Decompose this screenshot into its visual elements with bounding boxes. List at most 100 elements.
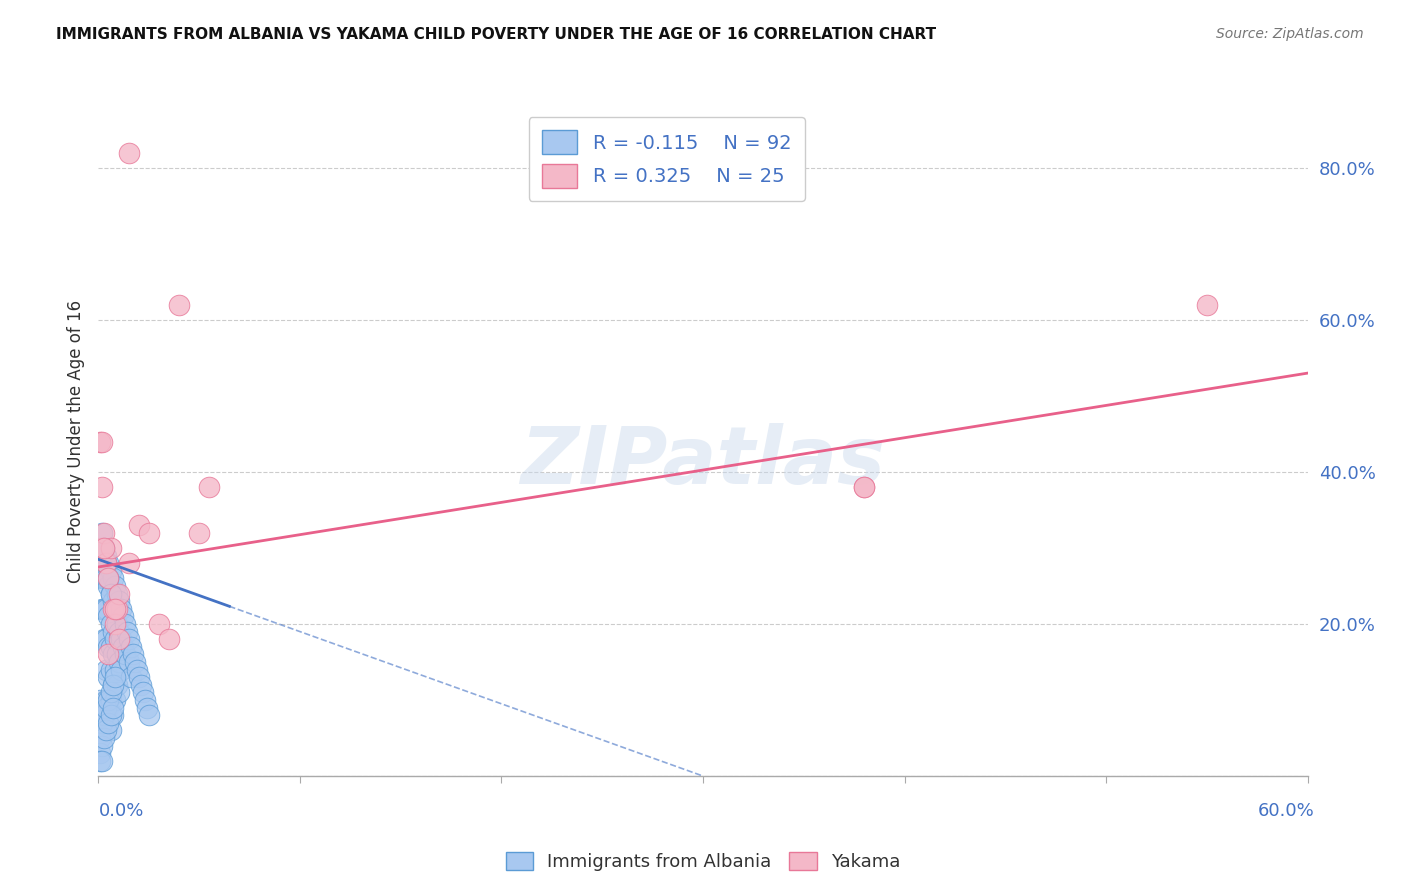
Point: [97, 640, 120, 654]
Point: [100, 685, 122, 699]
Point: [97, 700, 120, 714]
Point: [96, 632, 118, 647]
Point: [105, 601, 128, 615]
Point: [101, 594, 124, 608]
Point: [105, 648, 128, 662]
Point: [188, 525, 211, 540]
Point: [91, 601, 114, 615]
Point: [198, 480, 221, 494]
Point: [93, 601, 115, 615]
Point: [114, 648, 136, 662]
Point: [97, 609, 120, 624]
Point: [97, 693, 120, 707]
Point: [97, 715, 120, 730]
Point: [105, 617, 128, 632]
Point: [853, 480, 876, 494]
Point: [93, 541, 115, 555]
Point: [91, 541, 114, 555]
Point: [93, 708, 115, 723]
Point: [101, 678, 124, 692]
Point: [118, 632, 141, 647]
Point: [96, 556, 118, 570]
Point: [100, 541, 122, 555]
Point: [96, 549, 118, 563]
Point: [100, 586, 122, 600]
Point: [103, 601, 125, 615]
Point: [100, 564, 122, 578]
Point: [114, 617, 136, 632]
Point: [103, 601, 125, 615]
Point: [93, 632, 115, 647]
Y-axis label: Child Poverty Under the Age of 16: Child Poverty Under the Age of 16: [66, 300, 84, 583]
Point: [103, 617, 125, 632]
Point: [91, 480, 114, 494]
Point: [110, 632, 132, 647]
Point: [96, 663, 118, 677]
Point: [93, 541, 115, 555]
Point: [91, 571, 114, 585]
Point: [103, 663, 125, 677]
Point: [97, 571, 120, 585]
Text: 60.0%: 60.0%: [1258, 802, 1315, 820]
Point: [107, 685, 129, 699]
Point: [96, 693, 118, 707]
Point: [97, 579, 120, 593]
Point: [107, 632, 129, 647]
Point: [124, 655, 146, 669]
Point: [101, 624, 124, 639]
Point: [100, 663, 122, 677]
Point: [129, 678, 152, 692]
Point: [138, 708, 160, 723]
Point: [91, 434, 114, 449]
Point: [100, 586, 122, 600]
Text: 0.0%: 0.0%: [98, 802, 143, 820]
Point: [107, 586, 129, 600]
Point: [115, 624, 138, 639]
Point: [101, 571, 124, 585]
Point: [101, 648, 124, 662]
Text: IMMIGRANTS FROM ALBANIA VS YAKAMA CHILD POVERTY UNDER THE AGE OF 16 CORRELATION : IMMIGRANTS FROM ALBANIA VS YAKAMA CHILD …: [56, 27, 936, 42]
Point: [120, 670, 142, 684]
Point: [91, 525, 114, 540]
Point: [148, 617, 170, 632]
Point: [97, 670, 120, 684]
Point: [89, 693, 111, 707]
Point: [93, 731, 115, 745]
Point: [100, 708, 122, 723]
Point: [100, 693, 122, 707]
Point: [96, 700, 118, 714]
Point: [101, 700, 124, 714]
Point: [91, 556, 114, 570]
Point: [96, 723, 118, 738]
Point: [135, 700, 157, 714]
Point: [103, 693, 125, 707]
Point: [97, 648, 120, 662]
Point: [101, 601, 124, 615]
Point: [128, 670, 150, 684]
Point: [138, 525, 160, 540]
Point: [97, 571, 120, 585]
Point: [93, 525, 115, 540]
Point: [110, 601, 132, 615]
Point: [120, 640, 142, 654]
Point: [125, 663, 148, 677]
Point: [105, 586, 128, 600]
Point: [91, 708, 114, 723]
Point: [100, 617, 122, 632]
Point: [91, 754, 114, 768]
Point: [96, 571, 118, 585]
Point: [96, 556, 118, 570]
Point: [89, 754, 111, 768]
Point: [107, 594, 129, 608]
Point: [93, 571, 115, 585]
Point: [93, 541, 115, 555]
Point: [101, 678, 124, 692]
Point: [134, 693, 156, 707]
Point: [853, 480, 876, 494]
Text: Source: ZipAtlas.com: Source: ZipAtlas.com: [1216, 27, 1364, 41]
Legend: R = -0.115    N = 92, R = 0.325    N = 25: R = -0.115 N = 92, R = 0.325 N = 25: [529, 117, 804, 202]
Point: [103, 632, 125, 647]
Point: [118, 556, 141, 570]
Legend: Immigrants from Albania, Yakama: Immigrants from Albania, Yakama: [498, 845, 908, 879]
Point: [132, 685, 155, 699]
